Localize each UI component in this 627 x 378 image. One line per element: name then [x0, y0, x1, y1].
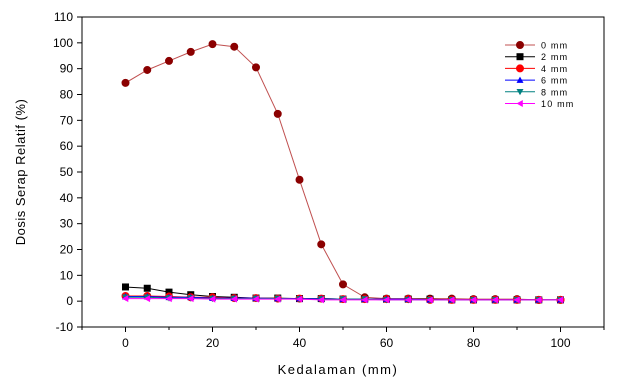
y-tick-label: 0	[66, 294, 73, 308]
data-point	[122, 283, 129, 291]
legend: 0 mm2 mm 4 mm 6 mm8 mm 10 mm	[505, 41, 575, 109]
series-10-mm	[122, 295, 564, 304]
data-point	[383, 296, 390, 304]
data-point	[186, 47, 195, 56]
legend-item: 4 mm	[505, 64, 568, 74]
data-point	[535, 296, 542, 304]
y-tick-label: 50	[60, 165, 74, 179]
y-axis: -10 0 10 20 30 40 50 60 70 80 90 100 110	[53, 10, 82, 334]
data-point	[165, 288, 173, 296]
data-point	[121, 78, 130, 87]
data-point	[296, 295, 303, 303]
data-point	[404, 296, 412, 304]
y-tick-label: 40	[60, 191, 74, 205]
y-tick-label: 20	[60, 243, 74, 257]
x-tick-label: 100	[550, 336, 570, 350]
y-tick-label: 60	[60, 139, 74, 153]
data-point	[317, 240, 326, 249]
series-0-mm	[121, 40, 565, 304]
data-point	[470, 296, 477, 304]
data-point	[361, 296, 368, 304]
data-point	[187, 295, 194, 303]
legend-item: 10 mm	[505, 99, 575, 109]
legend-item: 6 mm	[505, 76, 568, 86]
x-axis-title: Kedalaman (mm)	[278, 362, 399, 377]
series-line	[125, 43, 561, 301]
y-tick-label: 30	[60, 217, 74, 231]
data-point	[230, 295, 238, 303]
legend-label: 0 mm	[541, 41, 568, 51]
x-axis: 0 20 40 60 80 100	[81, 327, 605, 350]
data-point	[426, 296, 433, 304]
data-point	[273, 109, 282, 118]
legend-marker	[516, 100, 523, 107]
data-point	[208, 40, 217, 49]
legend-label: 6 mm	[541, 76, 568, 86]
data-point	[339, 296, 346, 304]
legend-item: 2 mm	[505, 52, 568, 62]
y-tick-label: 100	[53, 36, 73, 50]
y-tick-label: 90	[60, 62, 74, 76]
data-point	[339, 280, 347, 289]
legend-marker	[516, 41, 524, 49]
x-tick-label: 80	[467, 336, 481, 350]
data-point	[165, 56, 173, 65]
legend-marker	[516, 89, 524, 96]
data-point	[513, 296, 520, 304]
data-point	[252, 63, 260, 72]
data-point	[209, 295, 216, 303]
data-point	[230, 42, 239, 51]
legend-label: 4 mm	[541, 64, 568, 74]
legend-label: 2 mm	[541, 52, 568, 62]
data-point	[317, 296, 325, 304]
legend-item: 8 mm	[505, 87, 568, 97]
data-point	[448, 296, 455, 304]
x-tick-label: 0	[122, 336, 129, 350]
data-point	[143, 295, 151, 303]
series-layer	[121, 40, 565, 304]
data-point	[295, 175, 304, 184]
data-point	[491, 296, 499, 304]
data-point	[143, 65, 152, 74]
y-tick-label: 10	[60, 268, 74, 282]
x-tick-label: 20	[206, 336, 220, 350]
data-point	[557, 296, 564, 304]
x-tick-label: 40	[293, 336, 307, 350]
legend-item: 0 mm	[505, 41, 568, 51]
data-point	[274, 295, 281, 303]
data-point	[252, 295, 259, 303]
y-tick-label: 70	[60, 113, 74, 127]
legend-marker	[516, 64, 524, 73]
y-tick-label: -10	[56, 320, 74, 334]
data-point	[122, 295, 129, 303]
y-tick-label: 110	[54, 10, 73, 24]
legend-marker	[516, 53, 524, 61]
y-axis-title: Dosis Serap Relatif (%)	[13, 99, 28, 246]
legend-label: 8 mm	[541, 87, 568, 97]
legend-label: 10 mm	[541, 99, 575, 109]
data-point	[143, 284, 151, 292]
data-point	[165, 295, 172, 303]
legend-marker	[516, 76, 524, 83]
x-tick-label: 60	[380, 336, 394, 350]
y-tick-label: 80	[60, 88, 74, 102]
